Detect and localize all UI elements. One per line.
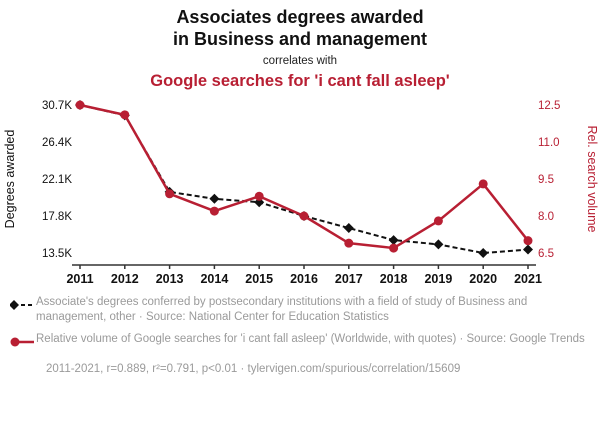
svg-text:6.5: 6.5 <box>538 248 554 260</box>
svg-text:2020: 2020 <box>469 272 497 286</box>
svg-text:2013: 2013 <box>156 272 184 286</box>
line-chart: 2011 2012 2013 2014 2015 2016 2017 2018 2019 2020… <box>3 99 599 286</box>
svg-text:9.5: 9.5 <box>538 174 554 186</box>
svg-text:2011: 2011 <box>66 272 93 286</box>
chart-title-line1: Associates degrees awarded <box>176 7 424 27</box>
svg-text:8.0: 8.0 <box>538 211 554 223</box>
svg-text:12.5: 12.5 <box>538 100 560 112</box>
red-circle-line-icon <box>10 332 36 353</box>
svg-text:2021: 2021 <box>514 272 542 286</box>
chart-area: 2011 2012 2013 2014 2015 2016 2017 2018 2019 2020… <box>0 93 600 291</box>
chart-subtitle-red: Google searches for 'i cant fall asleep' <box>150 71 450 90</box>
legend-item-searches: Relative volume of Google searches for '… <box>10 332 590 353</box>
svg-text:26.4K: 26.4K <box>42 137 72 149</box>
svg-text:17.8K: 17.8K <box>42 211 72 223</box>
svg-text:13.5K: 13.5K <box>42 248 72 260</box>
chart-header: Associates degrees awarded in Business a… <box>0 0 600 91</box>
legend-item-degrees: Associate's degrees conferred by postsec… <box>9 295 590 325</box>
svg-text:2018: 2018 <box>380 272 408 286</box>
svg-text:22.1K: 22.1K <box>42 174 72 186</box>
legend-text-degrees: Associate's degrees conferred by postsec… <box>36 295 528 324</box>
svg-text:30.7K: 30.7K <box>42 100 72 112</box>
svg-text:2017: 2017 <box>335 272 363 286</box>
svg-text:Degrees awarded: Degrees awarded <box>3 130 17 229</box>
chart-title-line2: in Business and management <box>172 28 428 49</box>
svg-text:2015: 2015 <box>245 272 273 286</box>
chart-title: Associates degrees awarded in Business a… <box>0 7 600 51</box>
svg-text:2014: 2014 <box>200 272 228 286</box>
svg-text:Rel. search volume: Rel. search volume <box>585 125 599 232</box>
svg-text:2016: 2016 <box>290 272 318 286</box>
stats-and-source-footer: 2011-2021, r=0.889, r²=0.791, p<0.01 · t… <box>46 363 461 376</box>
svg-text:2019: 2019 <box>424 272 452 286</box>
legend: Associate's degrees conferred by postsec… <box>0 291 600 375</box>
legend-text-searches: Relative volume of Google searches for '… <box>36 333 585 346</box>
svg-text:2012: 2012 <box>111 272 139 286</box>
correlates-with-label: correlates with <box>262 54 338 67</box>
svg-text:11.0: 11.0 <box>538 137 560 149</box>
black-dashed-diamond-line-icon <box>9 295 36 316</box>
